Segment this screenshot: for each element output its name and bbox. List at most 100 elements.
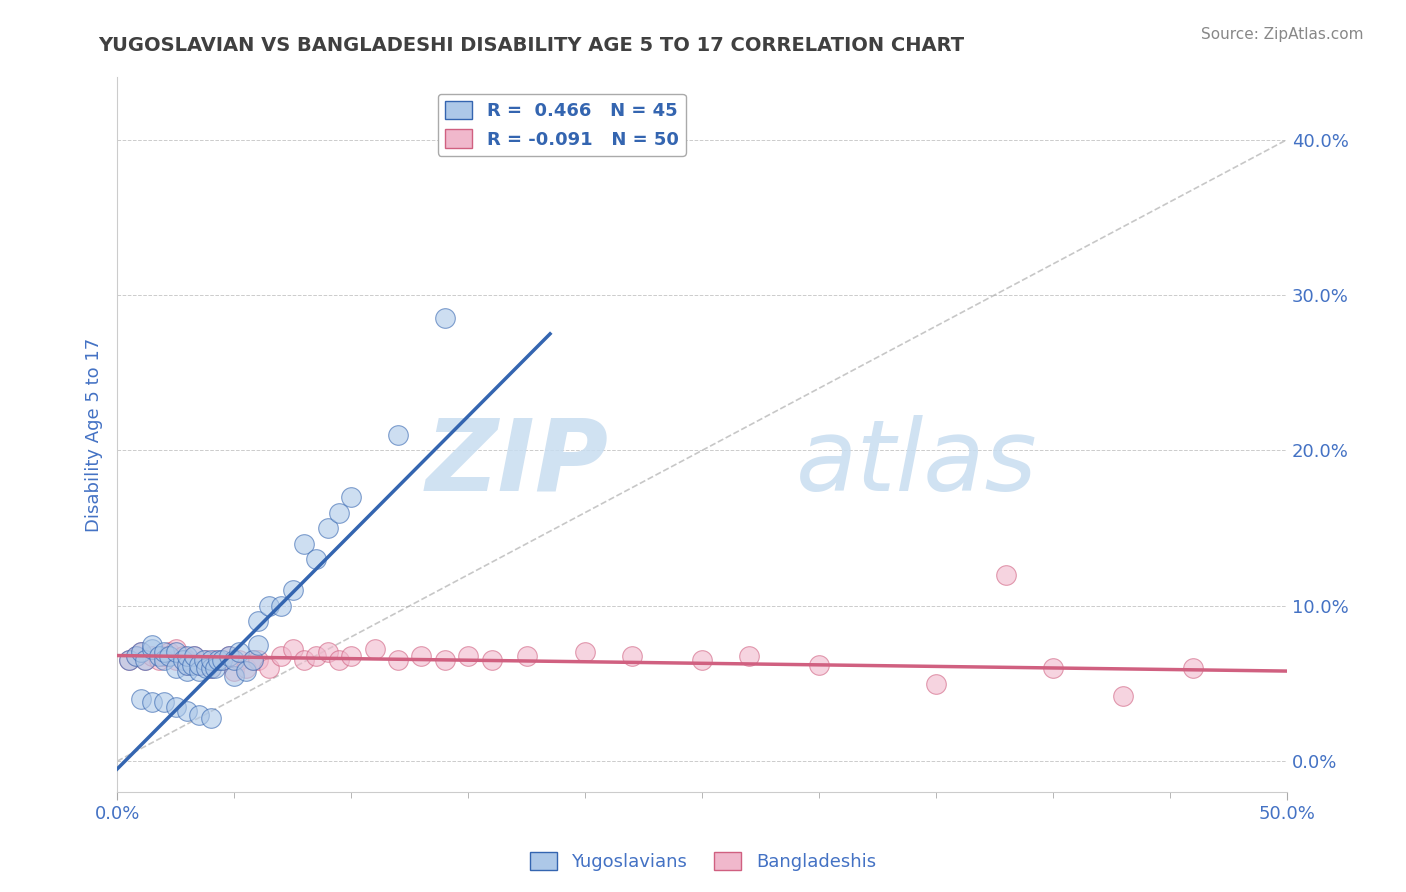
Point	[224, 669, 246, 683]
Point	[129, 692, 152, 706]
Point	[411, 648, 433, 663]
Point	[141, 638, 163, 652]
Point	[153, 653, 176, 667]
Point	[176, 657, 198, 672]
Point	[183, 648, 205, 663]
Point	[457, 648, 479, 663]
Point	[134, 653, 156, 667]
Point	[738, 648, 761, 663]
Legend: R =  0.466   N = 45, R = -0.091   N = 50: R = 0.466 N = 45, R = -0.091 N = 50	[437, 94, 686, 156]
Point	[1182, 661, 1205, 675]
Point	[129, 645, 152, 659]
Point	[165, 661, 187, 675]
Point	[242, 653, 264, 667]
Point	[165, 645, 187, 659]
Point	[387, 653, 409, 667]
Point	[259, 661, 281, 675]
Point	[200, 653, 222, 667]
Point	[281, 583, 304, 598]
Point	[995, 567, 1018, 582]
Point	[176, 705, 198, 719]
Point	[925, 676, 948, 690]
Point	[176, 653, 198, 667]
Point	[218, 648, 240, 663]
Point	[328, 506, 350, 520]
Point	[363, 642, 385, 657]
Point	[165, 699, 187, 714]
Point	[172, 653, 194, 667]
Point	[200, 661, 222, 675]
Point	[433, 311, 456, 326]
Point	[141, 648, 163, 663]
Point	[211, 653, 233, 667]
Point	[118, 653, 141, 667]
Point	[195, 661, 218, 675]
Point	[246, 653, 269, 667]
Point	[148, 648, 170, 663]
Point	[340, 490, 363, 504]
Point	[433, 653, 456, 667]
Point	[235, 664, 257, 678]
Point	[207, 653, 229, 667]
Point	[292, 653, 315, 667]
Point	[224, 653, 246, 667]
Point	[141, 642, 163, 657]
Point	[165, 642, 187, 657]
Point	[181, 657, 204, 672]
Legend: Yugoslavians, Bangladeshis: Yugoslavians, Bangladeshis	[523, 845, 883, 879]
Point	[172, 648, 194, 663]
Point	[246, 638, 269, 652]
Point	[183, 648, 205, 663]
Point	[1042, 661, 1064, 675]
Point	[157, 648, 180, 663]
Point	[211, 653, 233, 667]
Point	[259, 599, 281, 613]
Point	[328, 653, 350, 667]
Point	[292, 536, 315, 550]
Point	[305, 552, 328, 566]
Point	[690, 653, 713, 667]
Point	[204, 661, 226, 675]
Point	[305, 648, 328, 663]
Point	[153, 695, 176, 709]
Point	[574, 645, 596, 659]
Point	[165, 653, 187, 667]
Point	[235, 661, 257, 675]
Point	[246, 615, 269, 629]
Point	[134, 653, 156, 667]
Point	[176, 657, 198, 672]
Point	[218, 648, 240, 663]
Point	[176, 648, 198, 663]
Point	[270, 599, 292, 613]
Point	[188, 707, 211, 722]
Y-axis label: Disability Age 5 to 17: Disability Age 5 to 17	[86, 338, 103, 532]
Point	[129, 645, 152, 659]
Point	[200, 711, 222, 725]
Point	[228, 645, 250, 659]
Point	[316, 521, 339, 535]
Text: YUGOSLAVIAN VS BANGLADESHI DISABILITY AGE 5 TO 17 CORRELATION CHART: YUGOSLAVIAN VS BANGLADESHI DISABILITY AG…	[98, 36, 965, 54]
Point	[228, 653, 250, 667]
Text: Source: ZipAtlas.com: Source: ZipAtlas.com	[1201, 27, 1364, 42]
Point	[188, 657, 211, 672]
Point	[1112, 689, 1135, 703]
Point	[153, 645, 176, 659]
Point	[125, 648, 148, 663]
Point	[516, 648, 538, 663]
Point	[204, 653, 226, 667]
Point	[176, 664, 198, 678]
Point	[195, 653, 218, 667]
Point	[620, 648, 643, 663]
Point	[808, 657, 831, 672]
Point	[193, 653, 215, 667]
Point	[224, 664, 246, 678]
Point	[316, 645, 339, 659]
Point	[242, 653, 264, 667]
Point	[200, 661, 222, 675]
Point	[481, 653, 503, 667]
Text: atlas: atlas	[796, 415, 1038, 512]
Point	[153, 648, 176, 663]
Point	[125, 648, 148, 663]
Point	[340, 648, 363, 663]
Point	[141, 695, 163, 709]
